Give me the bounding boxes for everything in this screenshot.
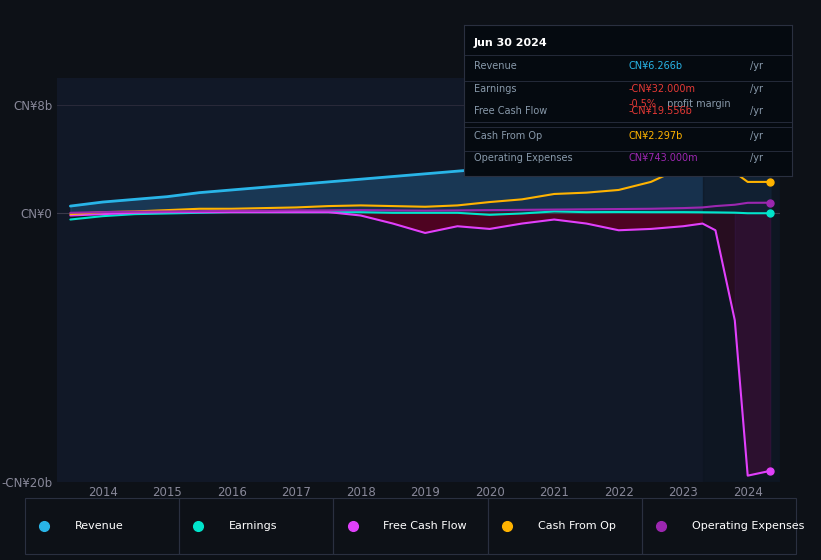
Text: -CN¥32.000m: -CN¥32.000m [628, 83, 695, 94]
Text: profit margin: profit margin [664, 99, 731, 109]
Text: -0.5%: -0.5% [628, 99, 656, 109]
Text: Cash From Op: Cash From Op [474, 132, 542, 141]
Text: CN¥6.266b: CN¥6.266b [628, 61, 682, 71]
Text: Earnings: Earnings [229, 521, 277, 531]
Text: Operating Expenses: Operating Expenses [692, 521, 805, 531]
Text: /yr: /yr [750, 61, 763, 71]
Text: CN¥2.297b: CN¥2.297b [628, 132, 682, 141]
Text: /yr: /yr [750, 83, 763, 94]
Text: Revenue: Revenue [474, 61, 516, 71]
Text: /yr: /yr [750, 153, 763, 164]
Text: -CN¥19.556b: -CN¥19.556b [628, 106, 692, 116]
Text: Cash From Op: Cash From Op [538, 521, 616, 531]
Bar [642, 498, 796, 554]
Text: Revenue: Revenue [75, 521, 123, 531]
Text: Free Cash Flow: Free Cash Flow [474, 106, 547, 116]
Text: Jun 30 2024: Jun 30 2024 [474, 38, 548, 48]
Text: /yr: /yr [750, 106, 763, 116]
Bar [333, 498, 488, 554]
Text: Earnings: Earnings [474, 83, 516, 94]
Bar [25, 498, 179, 554]
Bar [488, 498, 642, 554]
Text: /yr: /yr [750, 132, 763, 141]
Bar [703, 78, 780, 482]
Text: Free Cash Flow: Free Cash Flow [383, 521, 467, 531]
Text: Operating Expenses: Operating Expenses [474, 153, 572, 164]
Bar [179, 498, 333, 554]
Text: CN¥743.000m: CN¥743.000m [628, 153, 698, 164]
